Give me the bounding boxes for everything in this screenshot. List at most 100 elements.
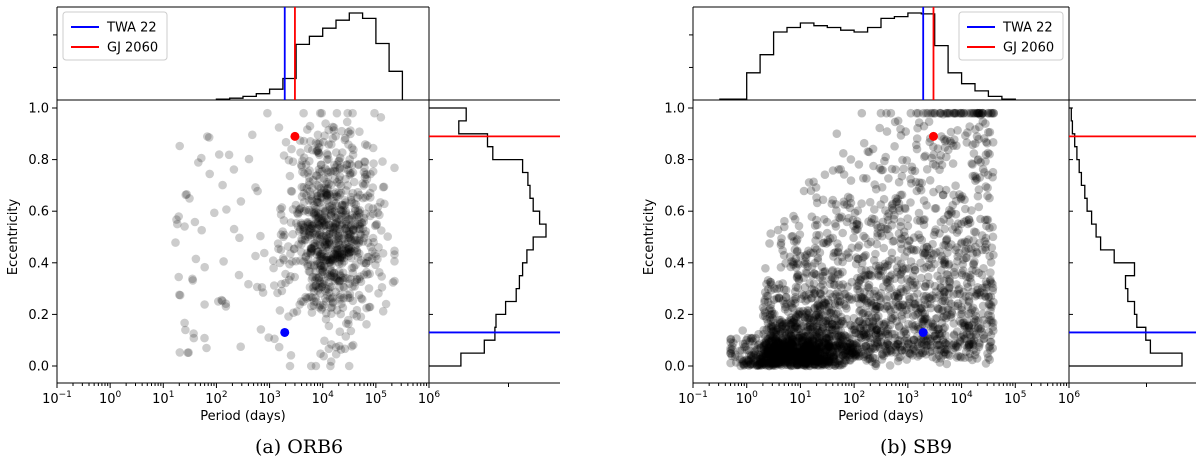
y-tick-label: 1.0	[28, 102, 49, 117]
data-point	[278, 253, 288, 263]
data-point	[334, 257, 343, 267]
data-point	[299, 197, 309, 207]
data-point	[309, 208, 319, 218]
data-point	[827, 320, 837, 329]
data-point	[337, 126, 347, 136]
data-point	[315, 259, 324, 268]
data-point	[831, 341, 841, 350]
data-point	[810, 352, 819, 361]
data-point	[859, 342, 869, 352]
data-point	[335, 270, 345, 280]
data-point	[776, 352, 785, 361]
data-point	[805, 337, 815, 346]
data-point	[986, 268, 995, 277]
data-point	[275, 258, 285, 268]
data-point	[321, 188, 330, 197]
data-point	[319, 254, 328, 264]
data-point	[318, 279, 327, 289]
data-point	[840, 349, 849, 359]
data-point	[357, 294, 366, 303]
data-point	[781, 259, 790, 268]
data-point	[360, 233, 369, 243]
data-point	[781, 355, 791, 364]
data-point	[327, 340, 336, 349]
data-point	[744, 350, 754, 360]
data-point	[795, 350, 805, 359]
data-point	[342, 319, 351, 328]
data-point	[315, 198, 325, 207]
x-tick-base: 10	[312, 392, 329, 407]
data-point	[360, 229, 370, 239]
data-point	[344, 127, 353, 137]
data-point	[953, 342, 963, 352]
data-point	[765, 358, 775, 368]
data-point	[809, 352, 819, 362]
data-point	[314, 284, 324, 293]
data-point	[925, 279, 935, 289]
data-point	[765, 239, 774, 248]
data-point	[819, 350, 829, 359]
data-point	[884, 292, 893, 301]
data-point	[962, 279, 972, 289]
data-point	[315, 174, 324, 183]
data-point	[328, 207, 337, 217]
data-point	[783, 360, 792, 370]
data-point	[313, 188, 322, 198]
data-point	[799, 186, 809, 196]
data-point	[968, 355, 977, 365]
data-point	[360, 173, 370, 182]
data-point	[332, 167, 341, 176]
data-point	[311, 267, 320, 276]
data-point	[344, 315, 353, 325]
data-point	[751, 334, 761, 343]
data-point	[307, 224, 316, 233]
data-point	[812, 343, 822, 353]
data-point	[797, 348, 807, 358]
data-point	[844, 213, 853, 223]
data-point	[300, 223, 309, 233]
data-point	[350, 236, 360, 245]
data-point	[771, 335, 780, 345]
data-point	[284, 275, 294, 285]
data-point	[351, 220, 360, 229]
data-point	[347, 263, 357, 273]
data-point	[329, 192, 339, 202]
data-point	[286, 249, 295, 258]
data-point	[344, 215, 353, 224]
data-point	[332, 244, 342, 253]
data-point	[328, 134, 338, 143]
data-point	[745, 359, 755, 369]
data-point	[339, 231, 349, 240]
data-point	[354, 220, 363, 229]
data-point	[764, 359, 774, 368]
data-point	[332, 251, 342, 260]
x-tick-base: 10	[843, 392, 860, 407]
data-point	[299, 136, 309, 146]
data-point	[797, 352, 806, 362]
data-point	[793, 360, 803, 369]
data-point	[377, 283, 387, 292]
data-point	[843, 343, 853, 353]
data-point	[325, 233, 334, 242]
data-point	[812, 357, 822, 366]
data-point	[174, 272, 183, 282]
data-point	[302, 294, 312, 303]
data-point	[815, 347, 825, 357]
data-point	[856, 305, 865, 315]
data-point	[343, 274, 352, 283]
data-point	[798, 340, 807, 349]
data-point	[305, 156, 314, 166]
data-point	[331, 273, 341, 283]
data-point	[789, 354, 798, 363]
data-point	[303, 259, 312, 269]
data-point	[379, 182, 389, 192]
data-point	[941, 345, 950, 355]
data-point	[370, 221, 380, 231]
data-point	[793, 337, 802, 346]
data-point	[182, 190, 191, 199]
data-point	[842, 342, 851, 352]
data-point	[306, 249, 316, 258]
data-point	[333, 192, 342, 202]
data-point	[336, 255, 345, 265]
data-point	[834, 360, 843, 370]
